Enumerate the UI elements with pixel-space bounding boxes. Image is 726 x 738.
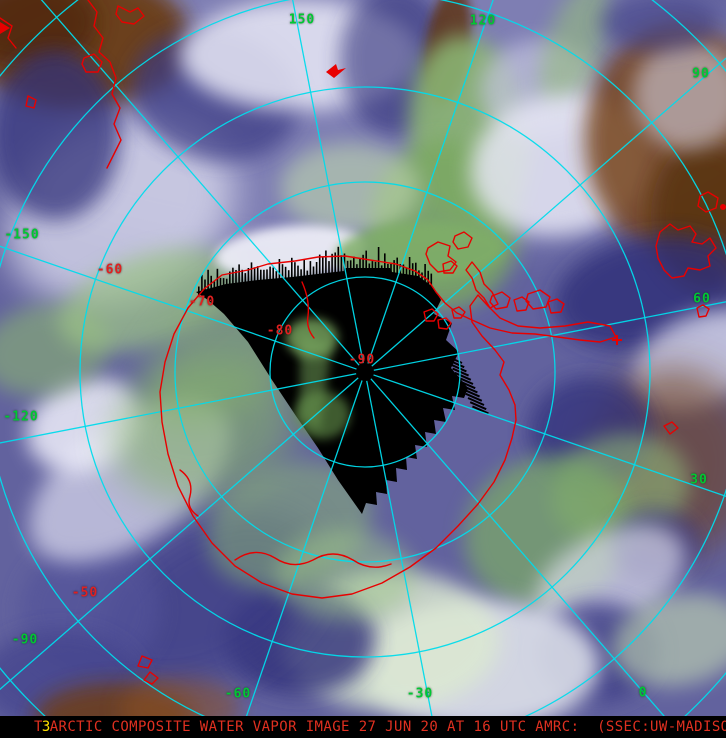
caption-text: ARCTIC COMPOSITE WATER VAPOR IMAGE 27 JU…	[49, 719, 726, 735]
caption-prefix: T	[34, 719, 43, 735]
coastline-overlay	[0, 0, 719, 685]
caption-bar: T 3 ARCTIC COMPOSITE WATER VAPOR IMAGE 2…	[0, 716, 726, 738]
station-marker-3: 3	[41, 719, 51, 735]
red-markers	[0, 22, 726, 345]
